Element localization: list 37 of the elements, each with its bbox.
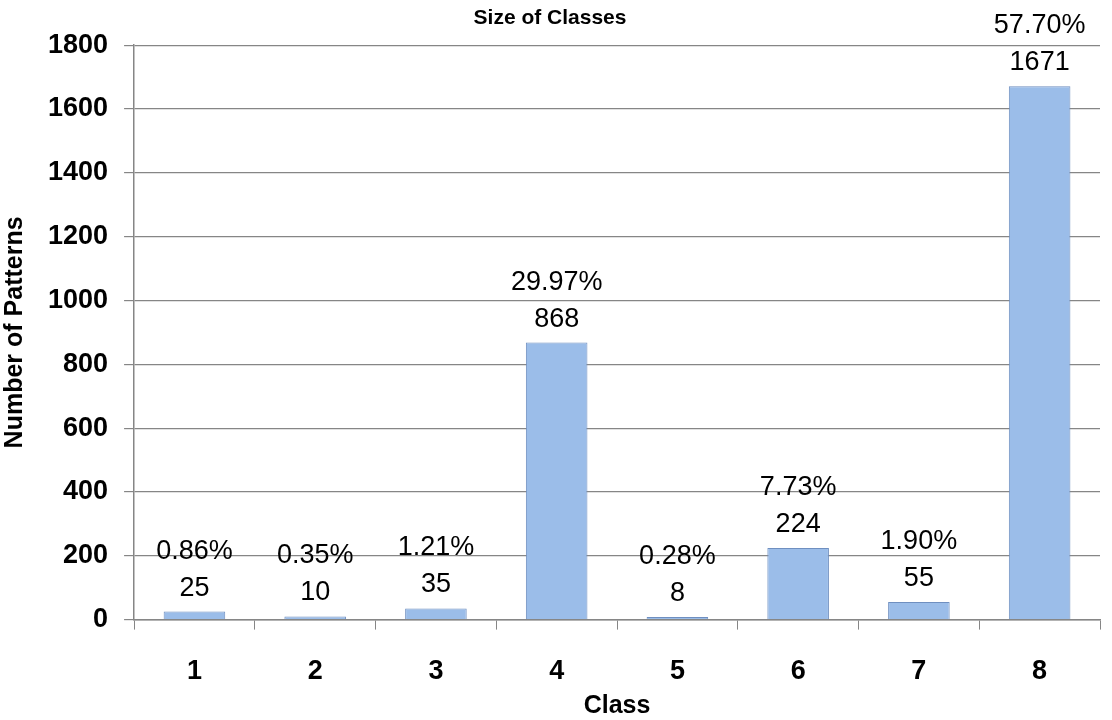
y-tick-label: 400 <box>63 475 109 506</box>
annotation: 0.28% <box>639 540 716 570</box>
y-tick-label: 1200 <box>47 220 109 251</box>
annotation: 0.86% <box>156 534 233 565</box>
x-tick-label: 3 <box>428 655 444 686</box>
annotation: 29.97% <box>510 265 603 296</box>
y-tick-label: 1000 <box>47 283 109 314</box>
y-tick-label: 1600 <box>47 92 109 123</box>
y-tick-label: 1800 <box>47 28 109 59</box>
x-tick-label: 6 <box>790 655 806 686</box>
y-tick-label: 200 <box>63 539 109 570</box>
y-tick-label: 600 <box>63 411 109 442</box>
annotation: 7.73% <box>759 471 837 502</box>
annotation: 57.70% <box>993 9 1086 40</box>
y-tick-label: 0 <box>93 603 109 634</box>
y-tick-label: 1400 <box>47 156 109 187</box>
x-tick-label: 8 <box>1032 655 1048 686</box>
data-label: 35 <box>420 568 451 599</box>
annotation: 0.35% <box>276 539 354 570</box>
data-label: 868 <box>534 302 580 333</box>
chart-title: Size of Classes <box>473 5 627 29</box>
annotation: 1.21% <box>397 531 475 562</box>
annotation: 1.90% <box>880 525 958 555</box>
data-label: 10 <box>300 576 331 607</box>
data-label: 1671 <box>1009 46 1070 77</box>
y-axis-title: Number of Patterns <box>0 216 27 449</box>
data-label: 8 <box>669 577 685 607</box>
x-tick-label: 1 <box>186 655 202 686</box>
x-axis-title: Class <box>583 689 651 718</box>
x-tick-label: 5 <box>669 655 685 686</box>
x-tick-label: 7 <box>911 655 927 686</box>
data-label: 55 <box>903 562 934 592</box>
data-label: 224 <box>775 508 821 539</box>
x-tick-label: 4 <box>549 655 565 686</box>
data-label: 25 <box>179 571 210 602</box>
y-tick-label: 800 <box>63 347 109 378</box>
x-tick-label: 2 <box>307 655 323 686</box>
